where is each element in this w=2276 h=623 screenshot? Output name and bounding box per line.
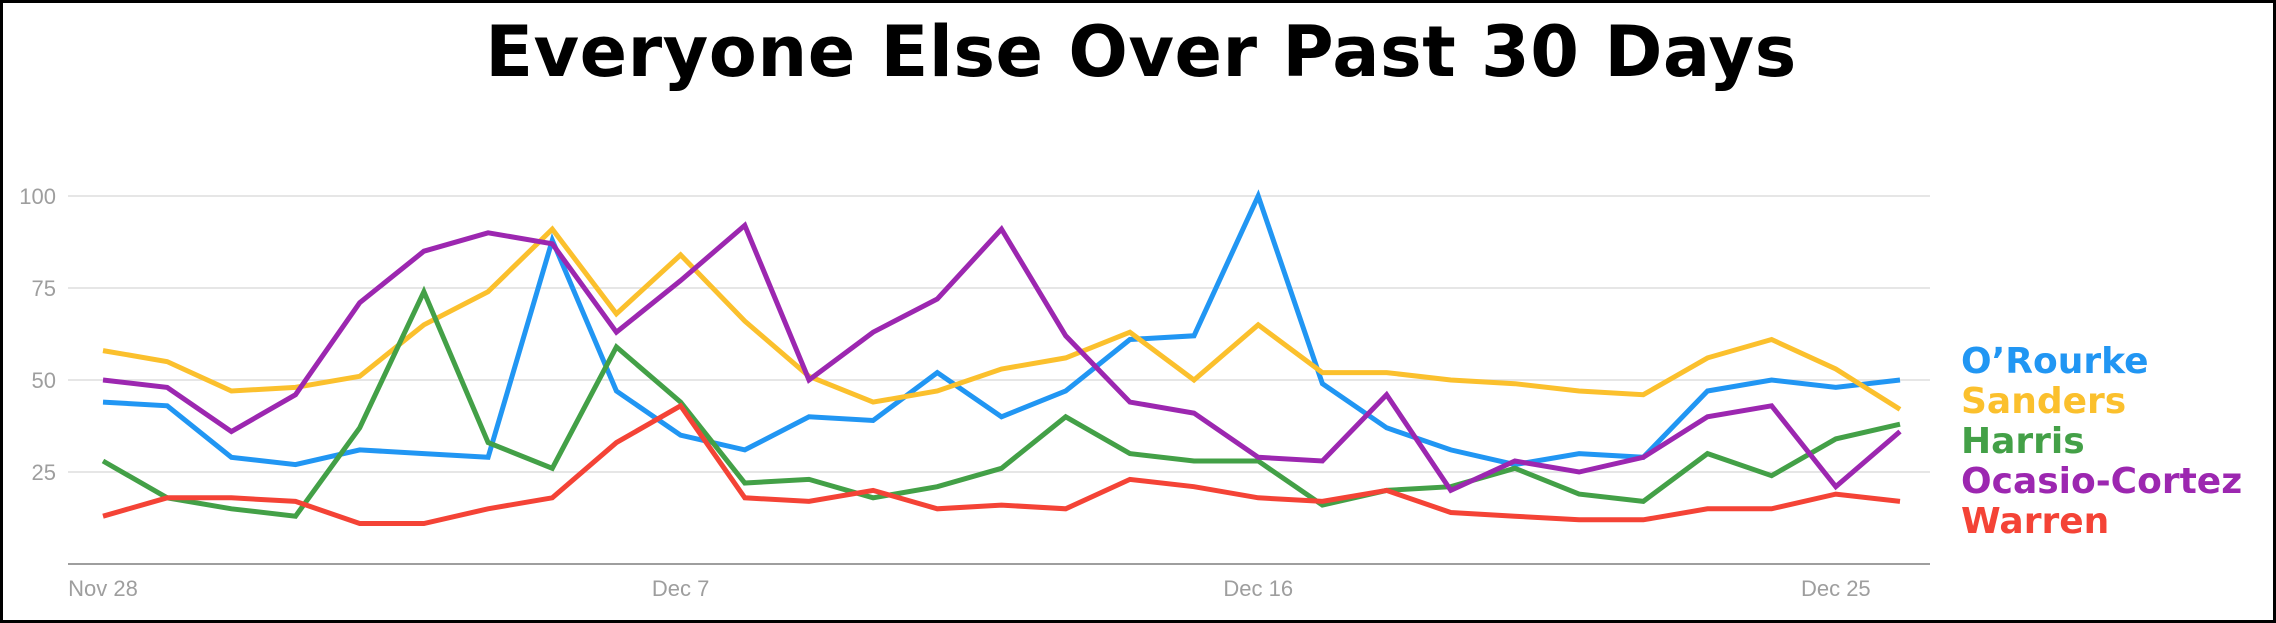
- series-line-harris: [101, 285, 1901, 519]
- legend-entry: Warren: [1961, 501, 2109, 542]
- series-line-warren: [102, 402, 1901, 526]
- y-tick-label: 25: [32, 460, 56, 485]
- series-line-sanders: [102, 225, 1902, 412]
- series-line-ocasio-cortez: [102, 221, 1902, 494]
- legend-entry: Sanders: [1961, 381, 2126, 422]
- line-chart: 25 50 75 100 Nov 28 Dec 7 Dec 16 Dec 25 O’Rourk…: [19, 184, 2242, 601]
- y-tick-label: 50: [32, 368, 56, 393]
- series-line-o-rourke: [102, 189, 1901, 468]
- x-tick-label: Dec 7: [652, 576, 709, 601]
- axes: 25 50 75 100 Nov 28 Dec 7 Dec 16 Dec 25: [19, 184, 1930, 601]
- legend-entry: Ocasio-Cortez: [1961, 461, 2242, 502]
- chart-title: Everyone Else Over Past 30 Days: [485, 11, 1797, 93]
- x-tick-label: Nov 28: [68, 576, 138, 601]
- legend-entry: Harris: [1961, 421, 2085, 462]
- y-tick-label: 75: [32, 276, 56, 301]
- gridlines: [68, 195, 1930, 473]
- y-tick-label: 100: [19, 184, 56, 209]
- x-tick-label: Dec 25: [1801, 576, 1871, 601]
- series-lines: [101, 189, 1902, 526]
- x-tick-label: Dec 16: [1223, 576, 1293, 601]
- legend-entry: O’Rourke: [1961, 341, 2149, 382]
